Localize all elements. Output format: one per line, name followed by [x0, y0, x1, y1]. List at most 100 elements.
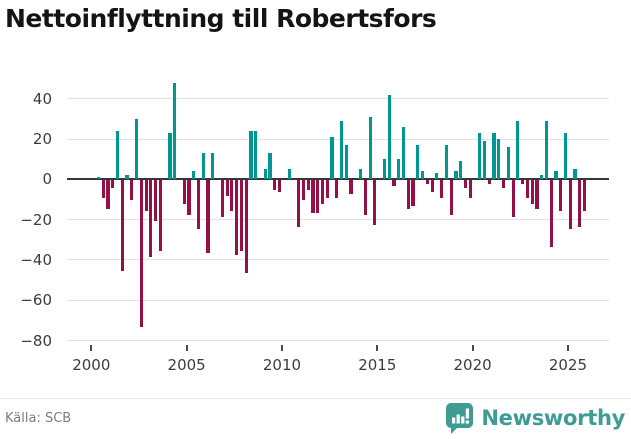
bar-2024Q2	[554, 171, 558, 180]
bar-2018Q4	[449, 180, 453, 215]
bar-2004Q1	[168, 132, 172, 180]
bar-2020Q4	[487, 180, 491, 185]
bar-2012Q4	[335, 180, 339, 199]
bar-2022Q2	[516, 120, 520, 180]
bar-2009Q1	[263, 169, 267, 180]
bar-chart-speech-bubble-icon	[445, 402, 474, 434]
bar-2008Q3	[254, 130, 258, 180]
newsworthy-logo: Newsworthy	[445, 401, 625, 435]
bar-2020Q2	[478, 132, 482, 180]
bar-2022Q3	[521, 180, 525, 185]
bar-2003Q1	[149, 180, 153, 257]
bar-2001Q4	[125, 175, 129, 180]
bar-2006Q4	[220, 180, 224, 217]
bar-2016Q1	[397, 159, 401, 180]
bar-2005Q3	[196, 180, 201, 229]
bar-2018Q2	[440, 180, 444, 199]
bar-2021Q4	[506, 147, 510, 180]
bar-2014Q2	[363, 180, 367, 215]
bar-2025Q3	[578, 180, 582, 227]
brand-name: Newsworthy	[481, 406, 625, 430]
bar-2021Q2	[497, 139, 501, 180]
bar-2005Q4	[201, 153, 205, 180]
bar-2019Q2	[459, 161, 463, 180]
bar-2009Q2	[268, 153, 272, 180]
bar-2020Q3	[482, 141, 487, 180]
bar-2012Q2	[325, 180, 329, 199]
bar-2003Q3	[158, 180, 162, 251]
y-axis-label: 0	[42, 170, 52, 189]
bar-2007Q4	[239, 180, 244, 251]
x-axis-label: 2015	[358, 356, 397, 374]
bar-2019Q1	[454, 171, 458, 180]
x-axis-label: 2010	[262, 356, 302, 374]
bar-2019Q3	[463, 180, 468, 189]
gridline	[67, 138, 609, 140]
x-axis-label: 2000	[72, 356, 111, 374]
bar-2001Q2	[115, 130, 120, 180]
bar-2016Q2	[401, 126, 406, 180]
bar-2006Q2	[211, 153, 215, 180]
bar-2024Q4	[563, 132, 568, 180]
gridline	[67, 98, 609, 100]
bar-2011Q1	[301, 180, 305, 201]
bar-2021Q1	[492, 132, 496, 180]
zero-line	[67, 178, 609, 181]
bar-2018Q3	[444, 145, 448, 180]
y-axis-label: −60	[20, 291, 52, 310]
bar-2015Q4	[392, 180, 396, 187]
gridline	[67, 259, 609, 261]
bar-2016Q3	[406, 180, 410, 209]
y-axis-label: −20	[20, 210, 52, 229]
y-axis-label: −80	[20, 331, 52, 350]
bar-2011Q4	[316, 180, 320, 213]
bar-2008Q2	[249, 130, 253, 180]
x-axis-tick	[185, 345, 188, 351]
bar-2023Q1	[530, 180, 534, 205]
bar-2007Q2	[230, 180, 234, 211]
bar-2002Q4	[144, 180, 148, 211]
bar-2023Q3	[540, 175, 544, 180]
bar-2023Q2	[535, 180, 539, 209]
bar-2013Q2	[344, 145, 348, 180]
bar-2017Q2	[420, 171, 425, 180]
y-axis-label: 20	[32, 130, 52, 148]
gridline	[67, 219, 609, 221]
bar-2007Q1	[225, 180, 229, 197]
chart-title: Nettoinflyttning till Robertsfors	[5, 4, 437, 33]
bar-2022Q4	[525, 180, 530, 199]
x-axis-tick	[280, 345, 283, 351]
bar-2012Q3	[330, 136, 334, 180]
bar-2014Q4	[373, 180, 377, 225]
bar-2004Q4	[182, 180, 186, 205]
y-axis-label: 40	[32, 89, 52, 108]
bar-2025Q1	[568, 180, 572, 229]
bar-2007Q3	[235, 180, 239, 255]
bar-2000Q3	[101, 180, 105, 199]
bar-2000Q4	[106, 180, 110, 209]
bar-2001Q1	[111, 180, 115, 189]
bar-2017Q4	[430, 180, 434, 193]
gridline	[67, 340, 609, 341]
bar-2006Q1	[206, 180, 210, 253]
bar-2010Q2	[287, 169, 291, 180]
bar-2023Q4	[544, 120, 549, 180]
bar-2016Q4	[411, 180, 415, 207]
bar-2002Q3	[139, 180, 143, 328]
bar-2017Q3	[425, 180, 429, 185]
x-axis-tick	[376, 345, 379, 351]
bar-2021Q3	[502, 180, 506, 189]
y-axis-label: −40	[20, 250, 52, 269]
bar-2015Q3	[387, 94, 391, 180]
bar-2002Q2	[134, 118, 139, 180]
bar-2022Q1	[511, 180, 515, 217]
bar-2015Q2	[382, 159, 387, 180]
x-axis-label: 2020	[453, 356, 492, 374]
bar-2005Q2	[192, 171, 196, 180]
bar-2002Q1	[130, 180, 134, 201]
bar-2010Q4	[297, 180, 301, 227]
bar-2009Q3	[273, 180, 277, 191]
bar-2013Q3	[349, 180, 353, 195]
bar-2008Q1	[244, 180, 248, 273]
bar-2011Q2	[306, 180, 310, 191]
